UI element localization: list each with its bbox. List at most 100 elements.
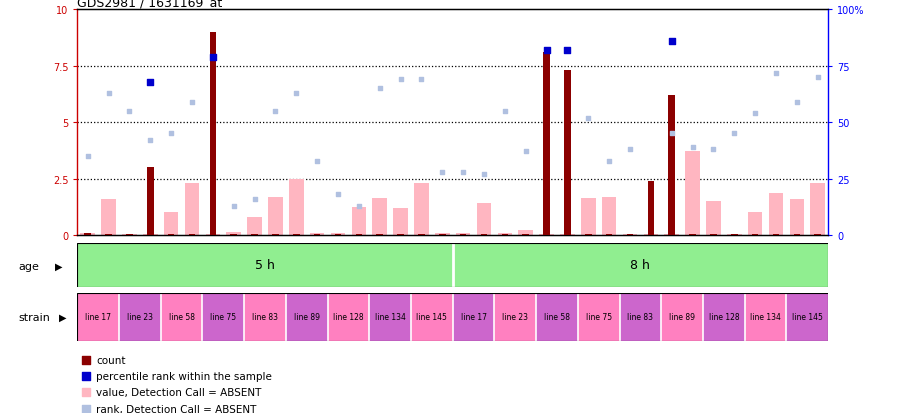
- Point: [248, 196, 262, 203]
- Bar: [790, 199, 804, 235]
- Point: [330, 192, 345, 198]
- Bar: [662, 293, 703, 341]
- Text: line 17: line 17: [86, 313, 111, 321]
- Bar: [77, 244, 452, 287]
- Bar: [664, 234, 679, 235]
- Point: [706, 147, 721, 153]
- Bar: [398, 234, 404, 235]
- Point: [143, 138, 157, 144]
- Bar: [622, 234, 637, 235]
- Bar: [648, 181, 654, 235]
- Bar: [206, 234, 220, 235]
- Bar: [161, 293, 202, 341]
- Point: [79, 373, 94, 380]
- Point: [622, 147, 637, 153]
- Point: [80, 153, 95, 160]
- Point: [727, 131, 742, 138]
- Text: ▶: ▶: [55, 261, 62, 271]
- Point: [268, 108, 283, 115]
- Bar: [268, 197, 283, 235]
- Point: [122, 108, 136, 115]
- Bar: [744, 293, 786, 341]
- Bar: [578, 293, 620, 341]
- Bar: [244, 293, 286, 341]
- Bar: [703, 293, 744, 341]
- Text: line 128: line 128: [333, 313, 364, 321]
- Bar: [585, 234, 592, 235]
- Bar: [251, 234, 258, 235]
- Bar: [452, 293, 494, 341]
- Text: line 134: line 134: [750, 313, 781, 321]
- Bar: [435, 233, 450, 235]
- Bar: [811, 184, 825, 235]
- Bar: [369, 293, 411, 341]
- Point: [79, 405, 94, 412]
- Point: [393, 77, 408, 83]
- Bar: [393, 209, 408, 235]
- Bar: [330, 233, 345, 235]
- Point: [540, 47, 554, 54]
- Bar: [126, 234, 133, 235]
- Point: [602, 158, 616, 164]
- Bar: [564, 71, 571, 235]
- Text: value, Detection Call = ABSENT: value, Detection Call = ABSENT: [96, 387, 261, 397]
- Bar: [752, 234, 758, 235]
- Bar: [685, 152, 700, 235]
- Bar: [289, 179, 304, 235]
- Point: [519, 149, 533, 155]
- Bar: [188, 234, 196, 235]
- Bar: [501, 234, 508, 235]
- Bar: [477, 204, 491, 235]
- Bar: [606, 234, 612, 235]
- Bar: [80, 233, 95, 235]
- Bar: [230, 234, 237, 235]
- Bar: [328, 293, 369, 341]
- Bar: [119, 293, 161, 341]
- Bar: [414, 184, 429, 235]
- Point: [227, 203, 241, 209]
- Bar: [727, 234, 742, 235]
- Bar: [456, 233, 470, 235]
- Bar: [669, 96, 675, 235]
- Text: percentile rank within the sample: percentile rank within the sample: [96, 372, 272, 382]
- Bar: [460, 234, 467, 235]
- Bar: [494, 293, 536, 341]
- Bar: [335, 234, 341, 235]
- Bar: [814, 234, 821, 235]
- Point: [769, 70, 784, 77]
- Bar: [293, 234, 299, 235]
- Text: ▶: ▶: [59, 312, 66, 322]
- Bar: [773, 234, 779, 235]
- Text: line 134: line 134: [375, 313, 406, 321]
- Point: [206, 54, 220, 61]
- Text: line 83: line 83: [252, 313, 278, 321]
- Bar: [452, 244, 828, 287]
- Bar: [620, 293, 662, 341]
- Bar: [209, 33, 217, 235]
- Bar: [310, 233, 325, 235]
- Point: [498, 108, 512, 115]
- Bar: [143, 234, 157, 235]
- Bar: [581, 198, 595, 235]
- Point: [748, 111, 763, 117]
- Point: [435, 169, 450, 176]
- Bar: [602, 197, 616, 235]
- Point: [685, 144, 700, 151]
- Point: [664, 38, 679, 45]
- Text: line 89: line 89: [294, 313, 319, 321]
- Bar: [536, 293, 578, 341]
- Text: line 58: line 58: [544, 313, 570, 321]
- Text: line 75: line 75: [586, 313, 612, 321]
- Bar: [202, 293, 244, 341]
- Bar: [498, 233, 512, 235]
- Point: [143, 79, 157, 85]
- Point: [351, 203, 366, 209]
- Bar: [272, 234, 278, 235]
- Bar: [314, 234, 320, 235]
- Text: strain: strain: [18, 312, 50, 322]
- Point: [456, 169, 470, 176]
- Text: 5 h: 5 h: [255, 259, 275, 272]
- Bar: [522, 234, 529, 235]
- Point: [790, 99, 804, 106]
- Text: line 128: line 128: [709, 313, 739, 321]
